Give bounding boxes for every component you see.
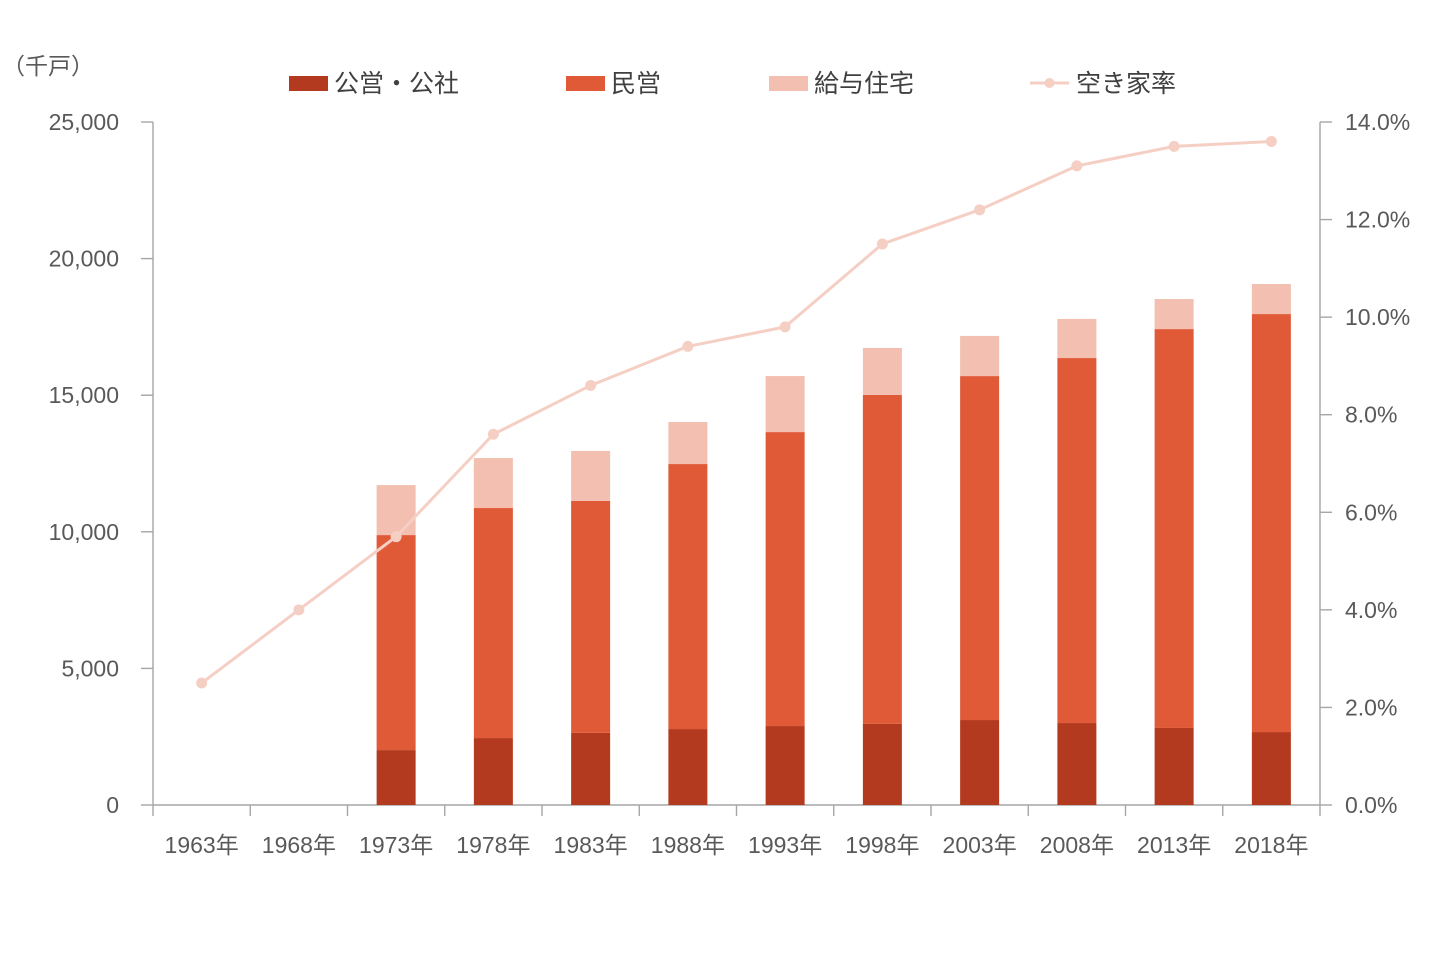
axes-layer bbox=[141, 121, 1332, 816]
x-tick-label: 1983年 bbox=[554, 832, 628, 858]
bar-public-housing-2003 bbox=[960, 720, 1000, 805]
legend-swatch-private-rental bbox=[566, 76, 605, 91]
line-layer bbox=[196, 136, 1277, 689]
bar-employer-housing-1998 bbox=[862, 347, 902, 395]
bar-employer-housing-1988 bbox=[668, 421, 708, 465]
right-y-tick-label: 8.0% bbox=[1345, 402, 1397, 428]
point-vacancy-rate-1963 bbox=[196, 677, 208, 689]
bar-employer-housing-1983 bbox=[571, 450, 611, 501]
point-vacancy-rate-1968 bbox=[293, 604, 305, 616]
x-tick-label: 2003年 bbox=[943, 832, 1017, 858]
x-tick-label: 1973年 bbox=[359, 832, 433, 858]
legend-swatch-public-housing bbox=[289, 76, 328, 91]
bar-employer-housing-2003 bbox=[960, 335, 1000, 377]
bar-employer-housing-1973 bbox=[376, 485, 416, 536]
bar-employer-housing-1993 bbox=[765, 376, 805, 433]
bar-private-rental-1988 bbox=[668, 464, 708, 730]
bar-public-housing-1973 bbox=[376, 750, 416, 805]
right-y-tick-label: 6.0% bbox=[1345, 499, 1397, 525]
legend-swatch-vacancy-rate-marker bbox=[1044, 78, 1055, 88]
x-tick-label: 1963年 bbox=[165, 832, 239, 858]
point-vacancy-rate-1978 bbox=[487, 428, 499, 440]
x-tick-label: 2018年 bbox=[1234, 832, 1308, 858]
bar-public-housing-2018 bbox=[1251, 732, 1291, 805]
right-y-tick-label: 10.0% bbox=[1345, 304, 1410, 330]
bar-employer-housing-2018 bbox=[1251, 284, 1291, 315]
bar-private-rental-2008 bbox=[1057, 358, 1097, 724]
bar-employer-housing-2013 bbox=[1154, 299, 1194, 330]
bars-layer bbox=[376, 284, 1291, 805]
legend-label-vacancy-rate: 空き家率 bbox=[1076, 70, 1176, 98]
right-y-tick-label: 14.0% bbox=[1345, 109, 1410, 135]
left-y-tick-label: 25,000 bbox=[49, 109, 119, 135]
legend-label-private-rental: 民営 bbox=[611, 70, 661, 98]
left-y-tick-label: 20,000 bbox=[49, 246, 119, 272]
legend: 公営・公社 民営 給与住宅 空き家率 bbox=[289, 70, 1176, 98]
x-tick-label: 1998年 bbox=[845, 832, 919, 858]
point-vacancy-rate-1988 bbox=[682, 340, 694, 352]
bar-private-rental-2013 bbox=[1154, 329, 1194, 728]
legend-label-public-housing: 公営・公社 bbox=[334, 70, 459, 98]
point-vacancy-rate-1983 bbox=[585, 379, 597, 391]
bar-private-rental-2018 bbox=[1251, 314, 1291, 733]
legend-swatch-employer-housing bbox=[769, 76, 808, 91]
point-vacancy-rate-2018 bbox=[1265, 136, 1277, 148]
right-y-tick-label: 12.0% bbox=[1345, 207, 1410, 233]
x-tick-label: 2008年 bbox=[1040, 832, 1114, 858]
bar-employer-housing-1978 bbox=[473, 458, 513, 509]
bar-private-rental-1983 bbox=[571, 500, 611, 733]
x-tick-label: 1988年 bbox=[651, 832, 725, 858]
point-vacancy-rate-1993 bbox=[779, 321, 791, 333]
point-vacancy-rate-2013 bbox=[1168, 140, 1180, 152]
point-vacancy-rate-2008 bbox=[1071, 160, 1083, 172]
left-y-tick-label: 15,000 bbox=[49, 382, 119, 408]
point-vacancy-rate-1998 bbox=[876, 238, 888, 250]
left-y-tick-label: 10,000 bbox=[49, 519, 119, 545]
bar-private-rental-1973 bbox=[376, 535, 416, 751]
bar-private-rental-1993 bbox=[765, 432, 805, 727]
point-vacancy-rate-1973 bbox=[390, 531, 402, 543]
bar-public-housing-1998 bbox=[862, 723, 902, 805]
bar-private-rental-1998 bbox=[862, 394, 902, 724]
bar-public-housing-2013 bbox=[1154, 727, 1194, 805]
bar-private-rental-2003 bbox=[960, 376, 1000, 721]
legend-label-employer-housing: 給与住宅 bbox=[814, 70, 914, 98]
tick-labels-layer: 0 5,000 10,000 15,000 20,000 25,000 0.0% 2.0% 4.… bbox=[49, 109, 1411, 858]
legend-item-public-housing: 公営・公社 bbox=[289, 70, 459, 98]
line-vacancy-rate bbox=[200, 140, 1273, 685]
bar-public-housing-1988 bbox=[668, 729, 708, 805]
y-axis-unit-label: （千戸） bbox=[2, 53, 94, 79]
x-tick-label: 1993年 bbox=[748, 832, 822, 858]
right-y-tick-label: 0.0% bbox=[1345, 792, 1397, 818]
x-tick-label: 1978年 bbox=[456, 832, 530, 858]
point-vacancy-rate-2003 bbox=[974, 204, 986, 216]
x-tick-label: 1968年 bbox=[262, 832, 336, 858]
legend-item-private-rental: 民営 bbox=[566, 70, 661, 98]
left-y-tick-label: 0 bbox=[106, 792, 119, 818]
right-y-tick-label: 2.0% bbox=[1345, 694, 1397, 720]
bar-public-housing-1978 bbox=[473, 738, 513, 805]
legend-item-vacancy-rate: 空き家率 bbox=[1030, 70, 1176, 98]
right-y-tick-label: 4.0% bbox=[1345, 597, 1397, 623]
bar-public-housing-1983 bbox=[571, 732, 611, 805]
left-y-tick-label: 5,000 bbox=[61, 655, 119, 681]
bar-employer-housing-2008 bbox=[1057, 318, 1097, 359]
bar-public-housing-2008 bbox=[1057, 723, 1097, 805]
x-tick-label: 2013年 bbox=[1137, 832, 1211, 858]
bar-public-housing-1993 bbox=[765, 726, 805, 805]
bar-private-rental-1978 bbox=[473, 508, 513, 739]
legend-item-employer-housing: 給与住宅 bbox=[769, 70, 914, 98]
